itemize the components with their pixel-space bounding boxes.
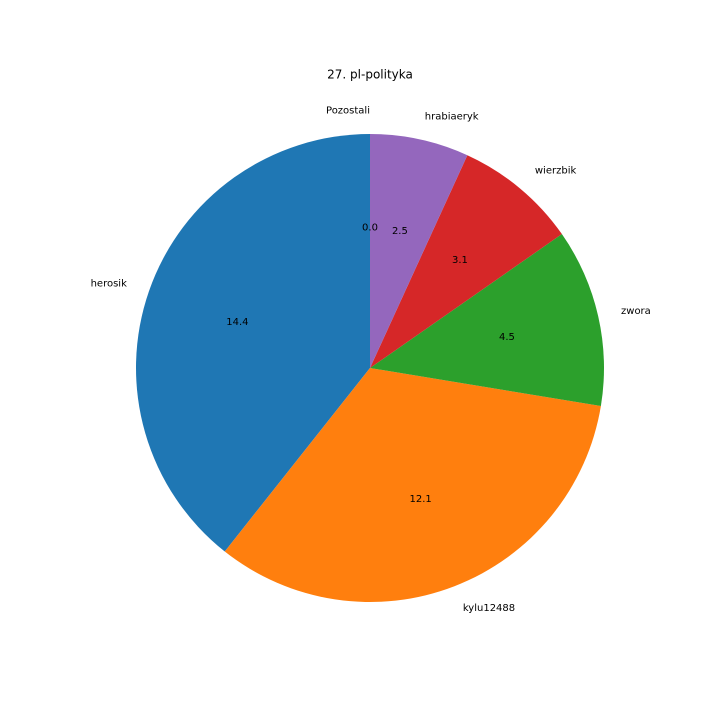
slice-label: kylu12488: [463, 603, 515, 614]
slice-label: wierzbik: [535, 165, 577, 176]
slice-label: Pozostali: [326, 106, 370, 117]
pie-slice: [370, 155, 562, 368]
pie-slice: [136, 134, 370, 552]
value-label: 0.0: [362, 223, 378, 234]
value-label: 3.1: [452, 255, 468, 266]
value-label: 12.1: [410, 494, 432, 505]
slice-label: zwora: [621, 306, 651, 317]
slice-label: herosik: [91, 278, 127, 289]
pie-slice: [224, 368, 601, 602]
slice-label: hrabiaeryk: [425, 112, 479, 123]
value-label: 4.5: [499, 332, 515, 343]
pie-slice: [370, 134, 468, 368]
value-label: 2.5: [392, 226, 408, 237]
pie-slice: [370, 234, 605, 406]
value-label: 14.4: [226, 317, 248, 328]
chart-title: 27. pl-polityka: [327, 68, 413, 82]
